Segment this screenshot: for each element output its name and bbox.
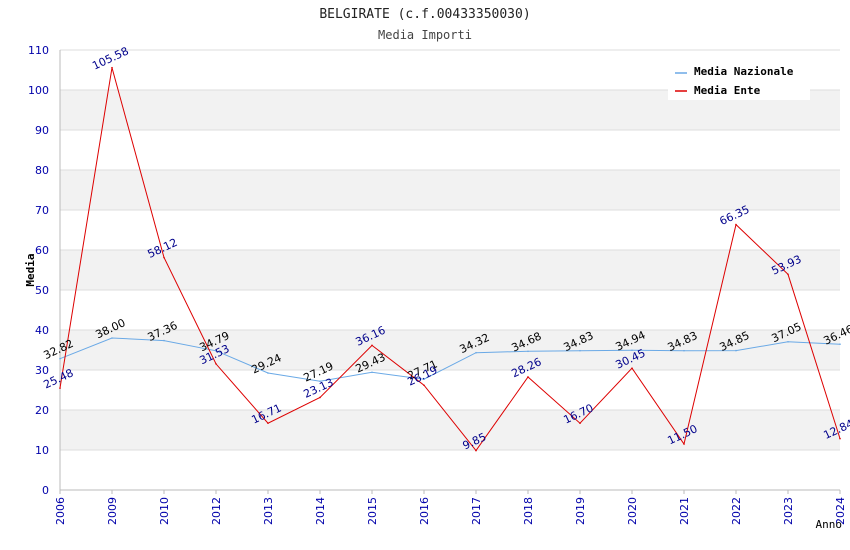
y-tick-label: 10 [35, 444, 49, 457]
x-tick-label: 2022 [730, 497, 743, 525]
grid-band [60, 170, 840, 210]
data-point-media-ente [423, 384, 425, 387]
grid-band [60, 210, 840, 250]
data-point-media-nazionale [319, 380, 321, 383]
grid-band [60, 290, 840, 330]
data-point-media-nazionale [527, 350, 529, 353]
y-tick-label: 50 [35, 284, 49, 297]
data-point-media-nazionale [839, 343, 841, 345]
y-tick-label: 100 [28, 84, 49, 97]
grid-band [60, 250, 840, 290]
grid-bands [60, 50, 840, 490]
x-tick-label: 2009 [106, 497, 119, 525]
legend-label-media-ente: Media Ente [694, 84, 761, 97]
data-point-media-ente [111, 66, 113, 69]
data-point-media-ente [579, 422, 581, 425]
x-tick-labels: 2006 2009 2010 2012 2013 2014 2015 2016 2017 2018… [54, 490, 847, 525]
data-point-media-ente [683, 443, 685, 445]
data-point-media-ente [163, 256, 165, 259]
y-tick-label: 80 [35, 164, 49, 177]
x-tick-label: 2015 [366, 497, 379, 525]
data-point-media-nazionale [111, 337, 113, 339]
legend-label-media-nazionale: Media Nazionale [694, 65, 794, 78]
y-axis-label: Media [24, 253, 37, 286]
x-tick-label: 2023 [782, 497, 795, 525]
data-point-media-nazionale [267, 372, 269, 374]
data-point-media-nazionale [631, 349, 633, 352]
x-tick-label: 2012 [210, 497, 223, 525]
grid-band [60, 410, 840, 450]
y-tick-label: 90 [35, 124, 49, 137]
series-lines [59, 66, 841, 452]
x-tick-label: 2014 [314, 497, 327, 525]
data-point-media-ente [371, 344, 373, 347]
grid-band [60, 450, 840, 490]
x-tick-label: 2020 [626, 497, 639, 525]
data-point-media-ente [319, 396, 321, 399]
chart-subtitle: Media Importi [378, 28, 472, 42]
grid-lines [60, 49, 840, 451]
y-tick-label: 40 [35, 324, 49, 337]
y-tick-label: 70 [35, 204, 49, 217]
y-tick-labels: 0 10 20 30 40 50 60 70 80 90 100 110 [28, 44, 49, 497]
grid-band [60, 130, 840, 170]
data-point-media-ente [215, 363, 217, 365]
y-tick-label: 30 [35, 364, 49, 377]
series-line-media-ente [59, 67, 841, 452]
data-point-media-ente [787, 273, 789, 276]
data-point-media-nazionale [475, 351, 477, 354]
data-point-media-nazionale [683, 349, 685, 352]
legend-box [668, 58, 810, 100]
x-tick-label: 2017 [470, 497, 483, 525]
data-point-media-ente [59, 387, 61, 389]
data-point-media-ente [527, 376, 529, 378]
data-point-media-nazionale [371, 371, 373, 374]
x-tick-label: 2024 [834, 497, 847, 525]
data-point-media-nazionale [215, 350, 217, 352]
y-tick-label: 20 [35, 404, 49, 417]
data-point-media-nazionale [787, 341, 789, 343]
x-tick-label: 2010 [158, 497, 171, 525]
x-tick-label: 2018 [522, 497, 535, 525]
grid-band [60, 330, 840, 370]
data-point-media-nazionale [423, 378, 425, 380]
data-point-media-nazionale [163, 339, 165, 342]
series-line-media-nazionale [59, 337, 841, 382]
data-point-media-ente [631, 367, 633, 370]
chart-title: BELGIRATE (c.f.00433350030) [319, 7, 530, 22]
x-tick-label: 2016 [418, 497, 431, 525]
data-point-media-ente [735, 223, 737, 226]
legend: Media Nazionale Media Ente [668, 58, 810, 100]
x-tick-label: 2019 [574, 497, 587, 525]
data-point-media-nazionale [579, 349, 581, 352]
x-tick-label: 2006 [54, 497, 67, 525]
y-tick-label: 110 [28, 44, 49, 57]
data-point-media-ente [475, 449, 477, 452]
y-tick-label: 0 [42, 484, 49, 497]
data-point-media-nazionale [735, 349, 737, 352]
x-axis-label: Anno [816, 518, 843, 531]
x-tick-label: 2013 [262, 497, 275, 525]
data-point-media-nazionale [59, 357, 61, 360]
x-tick-label: 2021 [678, 497, 691, 525]
data-point-media-ente [267, 422, 269, 424]
data-point-media-ente [839, 437, 841, 440]
y-tick-label: 60 [35, 244, 49, 257]
grid-band [60, 370, 840, 410]
